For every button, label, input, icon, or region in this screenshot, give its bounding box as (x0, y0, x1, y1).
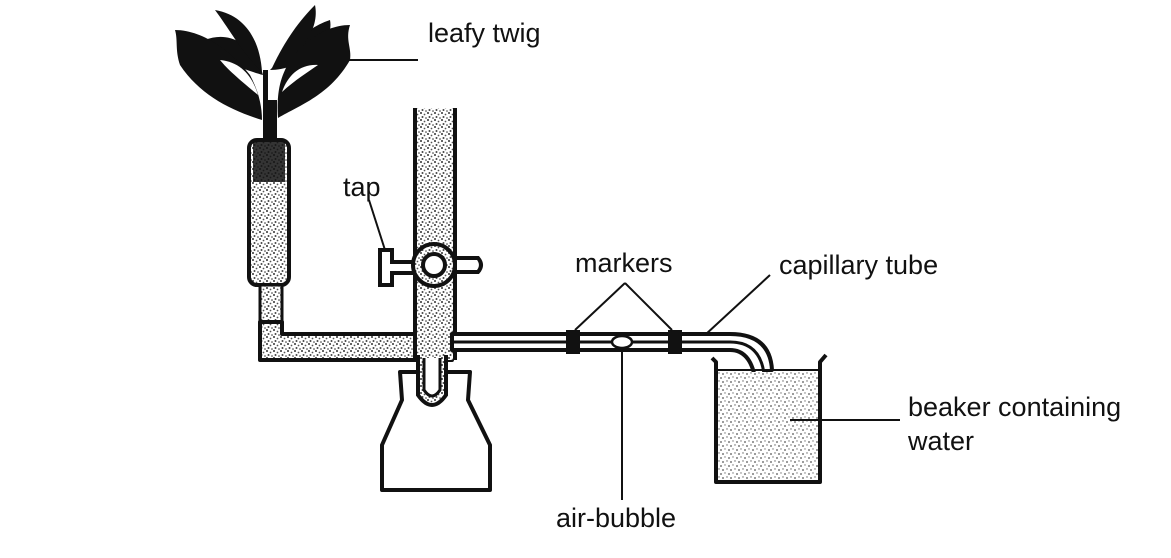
label-air-bubble: air-bubble (556, 503, 676, 533)
label-tap: tap (343, 172, 381, 202)
label-leafy-twig: leafy twig (428, 18, 541, 48)
marker-left (566, 330, 580, 354)
leader-lines (330, 59, 900, 500)
label-capillary-tube: capillary tube (779, 250, 938, 280)
beaker (710, 353, 828, 484)
leafy-twig (175, 5, 351, 160)
label-beaker-line1: beaker containing (908, 392, 1121, 422)
flask (380, 355, 492, 492)
label-markers: markers (575, 248, 673, 278)
label-beaker-line2: water (907, 426, 974, 456)
air-bubble (610, 334, 634, 350)
tap[interactable] (378, 242, 483, 288)
reservoir-tube (413, 108, 457, 360)
twig-holder-tube (247, 138, 291, 327)
marker-right (668, 330, 682, 354)
